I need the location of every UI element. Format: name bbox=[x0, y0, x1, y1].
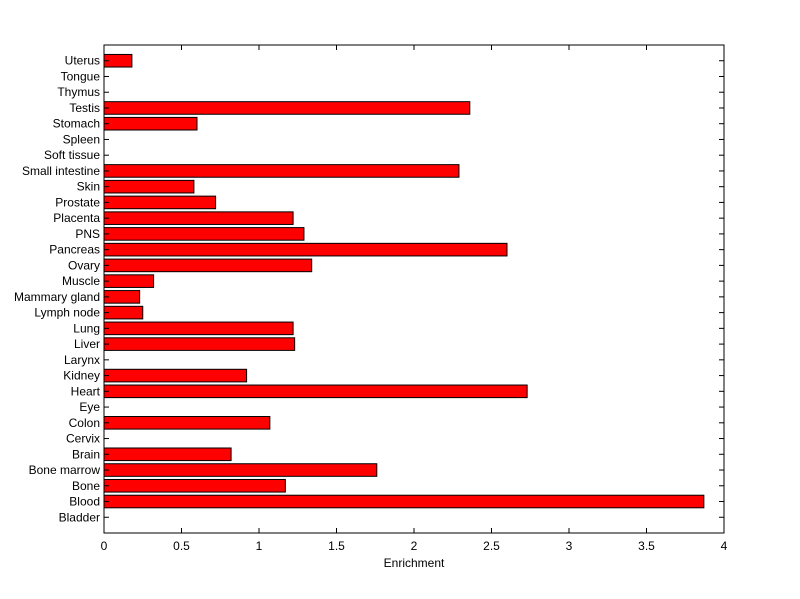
x-axis: 0 0.5 1 1.5 2 2.5 3 3.5 4 bbox=[101, 45, 728, 553]
y-tick-label-colon: Colon bbox=[69, 416, 100, 430]
bar-brain bbox=[103, 447, 232, 462]
y-tick-label-larynx: Larynx bbox=[64, 353, 100, 367]
y-tick-label-soft-tissue: Soft tissue bbox=[44, 148, 100, 162]
y-tick-label-heart: Heart bbox=[71, 384, 101, 398]
y-tick-label-lymph-node: Lymph node bbox=[34, 306, 100, 320]
x-tick-label: 2 bbox=[411, 539, 418, 553]
y-tick-label-pns: PNS bbox=[75, 227, 100, 241]
y-tick-label-tongue: Tongue bbox=[61, 69, 101, 83]
x-tick-label: 1 bbox=[256, 539, 263, 553]
bar-pancreas bbox=[103, 242, 508, 257]
bar-heart bbox=[103, 384, 528, 399]
bar-lymph-node bbox=[103, 305, 144, 320]
bar-bone bbox=[103, 478, 286, 493]
bar-blood bbox=[103, 494, 705, 509]
y-tick-label-skin: Skin bbox=[77, 180, 100, 194]
bar-placenta bbox=[103, 211, 294, 225]
y-tick-label-placenta: Placenta bbox=[53, 211, 100, 225]
y-tick-label-stomach: Stomach bbox=[53, 117, 100, 131]
y-tick-label-eye: Eye bbox=[79, 400, 100, 414]
y-tick-label-prostate: Prostate bbox=[55, 195, 100, 209]
y-tick-label-small-intestine: Small intestine bbox=[22, 164, 100, 178]
bar-kidney bbox=[103, 368, 248, 383]
y-tick-label-bladder: Bladder bbox=[59, 510, 100, 524]
y-tick-label-testis: Testis bbox=[69, 101, 100, 115]
bar-testis bbox=[103, 101, 471, 115]
y-tick-label-muscle: Muscle bbox=[62, 274, 100, 288]
y-tick-label-kidney: Kidney bbox=[63, 369, 100, 383]
bar-bone-marrow bbox=[103, 463, 378, 477]
bar-muscle bbox=[103, 274, 155, 288]
bar-lung bbox=[103, 321, 294, 336]
y-tick-label-cervix: Cervix bbox=[66, 432, 100, 446]
y-tick-label-blood: Blood bbox=[69, 495, 100, 509]
x-tick-label: 1.5 bbox=[328, 539, 345, 553]
y-tick-label-thymus: Thymus bbox=[57, 85, 100, 99]
y-tick-label-bone: Bone bbox=[72, 479, 100, 493]
plot-frame bbox=[103, 44, 725, 534]
y-tick-label-bone-marrow: Bone marrow bbox=[29, 463, 101, 477]
x-tick-label: 3.5 bbox=[638, 539, 655, 553]
y-tick-label-brain: Brain bbox=[72, 447, 100, 461]
x-tick-label: 3 bbox=[566, 539, 573, 553]
y-tick-label-lung: Lung bbox=[73, 321, 100, 335]
bar-stomach bbox=[103, 116, 198, 131]
bar-small-intestine bbox=[103, 164, 460, 178]
y-tick-label-liver: Liver bbox=[74, 337, 100, 351]
y-tick-label-uterus: Uterus bbox=[65, 54, 100, 68]
bar-prostate bbox=[103, 195, 217, 210]
x-tick-label: 2.5 bbox=[483, 539, 500, 553]
x-tick-label: 0 bbox=[101, 539, 108, 553]
x-tick-label: 4 bbox=[721, 539, 728, 553]
bar-pns bbox=[103, 227, 305, 241]
bar-ovary bbox=[103, 258, 313, 273]
y-tick-label-pancreas: Pancreas bbox=[49, 243, 100, 257]
bar-colon bbox=[103, 416, 271, 430]
y-tick-label-spleen: Spleen bbox=[63, 132, 100, 146]
bar-mammary-gland bbox=[103, 290, 141, 304]
x-tick-label: 0.5 bbox=[173, 539, 190, 553]
y-tick-label-mammary-gland: Mammary gland bbox=[14, 290, 100, 304]
bar-skin bbox=[103, 179, 195, 194]
y-tick-label-ovary: Ovary bbox=[68, 258, 100, 272]
x-axis-title: Enrichment bbox=[384, 556, 445, 570]
bar-liver bbox=[103, 337, 296, 351]
